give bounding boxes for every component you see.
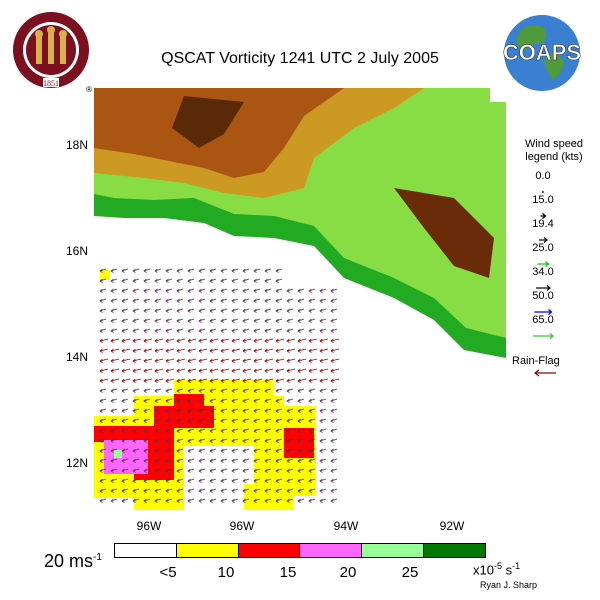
lat-label-12n: 12N <box>65 456 88 470</box>
colorbar-bin-2 <box>238 544 301 557</box>
scale-reference-value: 20 ms <box>44 551 94 571</box>
rain-flag-label: Rain-Flag <box>512 355 560 367</box>
colorbar-label-1: 10 <box>217 564 235 581</box>
colorbar-label-0: <5 <box>159 564 177 581</box>
seal-year: 1851 <box>43 79 59 88</box>
coaps-logo: COAPS <box>503 15 581 91</box>
units-base: x10 <box>473 562 494 578</box>
author-credit: Ryan J. Sharp <box>480 580 538 590</box>
wind-speed-0: 0.0 <box>535 170 551 182</box>
legend-arrow-3 <box>537 261 550 267</box>
lon-label-2: 96W <box>229 519 255 533</box>
wind-vectors <box>99 268 340 503</box>
vorticity-map <box>94 88 506 510</box>
colorbar-label-4: 25 <box>401 564 419 581</box>
legend-arrow-2 <box>539 237 548 243</box>
land-peaks <box>172 96 244 148</box>
colorbar-units: x10-5 s-1 <box>473 561 520 577</box>
lat-label-16n: 16N <box>65 244 88 258</box>
colorbar-bin-4 <box>362 544 425 557</box>
colorbar-bin-0 <box>115 544 177 557</box>
lon-label-1: 96W <box>136 519 162 533</box>
wind-legend-title-line2: legend (kts) <box>525 151 583 163</box>
map-title: QSCAT Vorticity 1241 UTC 2 July 2005 <box>161 50 439 67</box>
colorbar-bin-3 <box>300 544 363 557</box>
legend-arrow-6 <box>533 333 554 339</box>
fsu-seal-logo: 1851 ® <box>13 12 92 94</box>
colorbar-bin-5 <box>424 544 485 557</box>
colorbar-bin-1 <box>176 544 239 557</box>
rain-flag-arrow <box>534 369 556 377</box>
vorticity-colorbar <box>114 543 486 558</box>
wind-speed-5: 50.0 <box>532 290 554 302</box>
wind-speed-1: 15.0 <box>532 194 554 206</box>
colorbar-label-3: 20 <box>339 564 357 581</box>
vorticity-cells <box>94 270 316 510</box>
legend-arrow-4 <box>536 285 551 291</box>
wind-speed-4: 34.0 <box>532 266 554 278</box>
units-tail: s <box>501 562 513 578</box>
units-exp2: -1 <box>512 561 521 571</box>
wind-legend-title: Wind speed legend (kts) <box>508 138 600 164</box>
land-peaks-east <box>394 188 494 278</box>
wind-speed-3: 25.0 <box>532 242 554 254</box>
wind-legend-arrows <box>533 191 554 339</box>
seal-mark: ® <box>86 85 92 94</box>
lon-label-4: 92W <box>439 519 465 533</box>
wind-speed-6: 65.0 <box>532 314 554 326</box>
lat-label-14n: 14N <box>65 350 88 364</box>
legend-arrow-5 <box>534 309 553 315</box>
wind-legend-title-line1: Wind speed <box>524 138 584 150</box>
scale-reference-exp: -1 <box>93 552 102 563</box>
lat-label-18n: 18N <box>65 138 88 152</box>
legend-arrow-1 <box>540 213 547 219</box>
scale-reference: 20 ms-1 <box>44 551 102 572</box>
coaps-text: COAPS <box>503 40 581 65</box>
units-exp: -5 <box>493 561 502 571</box>
colorbar-label-2: 15 <box>279 564 297 581</box>
lon-label-3: 94W <box>333 519 359 533</box>
wind-speed-2: 19.4 <box>532 218 554 230</box>
